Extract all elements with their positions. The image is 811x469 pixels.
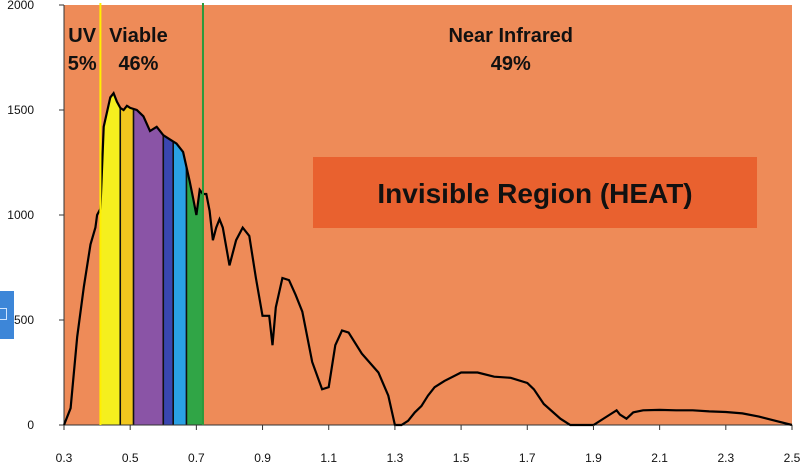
spectrum-band <box>133 109 164 425</box>
region-name-label: Near Infrared <box>448 25 573 47</box>
x-tick-label: 1.7 <box>519 451 536 465</box>
bookmark-icon <box>0 308 7 320</box>
x-tick-label: 1.5 <box>453 451 470 465</box>
x-axis-ticks: 0.3 0.5 0.7 0.9 1.1 1.3 1.5 1.7 1.9 2.1 2.3 2.5 <box>56 425 801 465</box>
region-name-label: Viable <box>109 25 168 47</box>
y-tick-label: 1000 <box>7 208 34 222</box>
x-tick-label: 2.3 <box>717 451 734 465</box>
x-tick-label: 2.1 <box>651 451 668 465</box>
x-tick-label: 2.5 <box>784 451 801 465</box>
x-tick-label: 1.1 <box>320 451 337 465</box>
spectrum-band <box>120 105 134 426</box>
y-tick-label: 0 <box>27 418 34 432</box>
y-axis-ticks: 0 500 1000 1500 2000 <box>7 0 64 432</box>
x-tick-label: 1.3 <box>387 451 404 465</box>
band-dividers <box>119 107 188 425</box>
region-percent-label: 49% <box>491 53 531 75</box>
x-tick-label: 1.9 <box>585 451 602 465</box>
region-labels: UV 5% Viable 46% Near Infrared 49% <box>68 25 573 75</box>
heat-region-box <box>313 157 757 228</box>
y-tick-label: 500 <box>14 313 34 327</box>
spectrum-bands <box>100 93 203 426</box>
y-tick-label: 1500 <box>7 103 34 117</box>
heat-region-label: Invisible Region (HEAT) <box>377 178 692 209</box>
region-percent-label: 46% <box>118 53 158 75</box>
region-percent-label: 5% <box>68 53 97 75</box>
y-tick-label: 2000 <box>7 0 34 12</box>
x-tick-label: 0.9 <box>254 451 271 465</box>
x-tick-label: 0.5 <box>122 451 139 465</box>
spectrum-band <box>163 135 174 425</box>
side-tab[interactable] <box>0 291 14 339</box>
region-name-label: UV <box>68 25 96 47</box>
x-tick-label: 0.7 <box>188 451 205 465</box>
region-boundary-lines <box>99 3 204 425</box>
spectrum-band <box>100 93 121 425</box>
spectrum-band <box>186 166 203 425</box>
spectrum-band <box>173 141 187 425</box>
x-tick-label: 0.3 <box>56 451 73 465</box>
